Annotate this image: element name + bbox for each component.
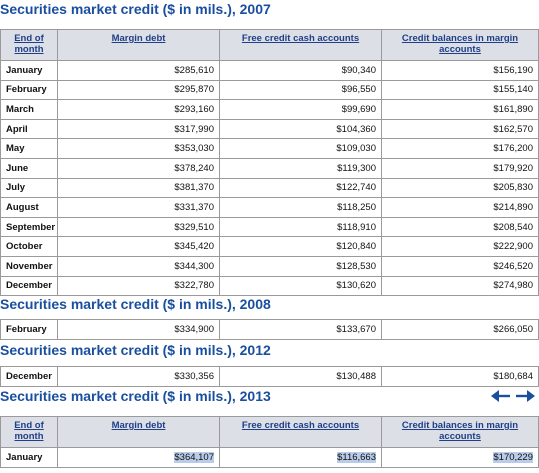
margin-debt-cell: $345,420 [57,236,220,257]
credit-balance-cell: $162,570 [381,118,539,140]
credit-balance-cell: $156,190 [381,60,539,81]
month-cell: October [0,236,58,257]
free-credit-cell: $118,910 [219,216,382,238]
margin-debt-cell: $329,510 [57,216,220,238]
credit-balance-cell: $205,830 [381,177,539,199]
credit-balance-cell: $176,200 [381,138,539,159]
month-cell: March [0,99,58,120]
credit-balance-cell: $155,140 [381,79,539,101]
section-title-2008: Securities market credit ($ in mils.), 2… [0,296,271,312]
month-cell: August [0,197,58,218]
table-2013: End of month Margin debt Free credit cas… [0,416,539,468]
table-row: January $285,610 $90,340 $156,190 [0,60,539,81]
free-credit-cell: $90,340 [219,60,382,81]
free-credit-cell: $122,740 [219,177,382,199]
header-margin-debt[interactable]: Margin debt [57,416,220,448]
margin-debt-cell: $378,240 [57,157,220,179]
margin-debt-cell: $364,107 [57,447,220,468]
credit-balance-cell: $161,890 [381,99,539,120]
table-row: September $329,510 $118,910 $208,540 [0,216,539,238]
free-credit-cell: $119,300 [219,157,382,179]
section-title-2007: Securities market credit ($ in mils.), 2… [0,1,271,17]
credit-balance-cell: $246,520 [381,255,539,277]
table-row: December $322,780 $130,620 $274,980 [0,275,539,297]
table-row: August $331,370 $118,250 $214,890 [0,197,539,218]
margin-debt-cell: $295,870 [57,79,220,101]
table-2012: December $330,356 $130,488 $180,684 [0,366,539,387]
month-cell: February [0,319,58,340]
header-end-of-month[interactable]: End of month [0,416,58,448]
credit-balance-cell: $214,890 [381,197,539,218]
margin-debt-cell: $317,990 [57,118,220,140]
month-cell: January [0,60,58,81]
margin-debt-cell: $334,900 [57,319,220,340]
table-row: October $345,420 $120,840 $222,900 [0,236,539,257]
month-cell: September [0,216,58,238]
selected-value[interactable]: $116,663 [337,451,376,463]
credit-balance-cell: $170,229 [381,447,539,468]
month-cell: December [0,275,58,297]
table-row: June $378,240 $119,300 $179,920 [0,157,539,179]
margin-debt-cell: $322,780 [57,275,220,297]
selected-value[interactable]: $364,107 [174,451,214,463]
credit-balance-cell: $222,900 [381,236,539,257]
free-credit-cell: $120,840 [219,236,382,257]
margin-debt-cell: $331,370 [57,197,220,218]
free-credit-cell: $128,530 [219,255,382,277]
credit-balance-cell: $208,540 [381,216,539,238]
header-margin-debt[interactable]: Margin debt [57,29,220,61]
arrow-left-icon[interactable] [491,388,511,404]
margin-debt-cell: $330,356 [57,366,220,387]
section-title-2013: Securities market credit ($ in mils.), 2… [0,388,271,404]
free-credit-cell: $130,620 [219,275,382,297]
free-credit-cell: $96,550 [219,79,382,101]
table-row: February $334,900 $133,670 $266,050 [0,319,539,340]
free-credit-cell: $116,663 [219,447,382,468]
scroll-arrows [491,388,535,404]
margin-debt-cell: $344,300 [57,255,220,277]
arrow-right-icon[interactable] [515,388,535,404]
header-credit-balances[interactable]: Credit balances in margin accounts [381,29,539,61]
table-row: March $293,160 $99,690 $161,890 [0,99,539,120]
header-free-credit[interactable]: Free credit cash accounts [219,29,382,61]
table-2007: End of month Margin debt Free credit cas… [0,29,539,297]
header-credit-balances[interactable]: Credit balances in margin accounts [381,416,539,448]
margin-debt-cell: $285,610 [57,60,220,81]
header-end-of-month[interactable]: End of month [0,29,58,61]
table-row: November $344,300 $128,530 $246,520 [0,255,539,277]
free-credit-cell: $104,360 [219,118,382,140]
free-credit-cell: $118,250 [219,197,382,218]
month-cell: November [0,255,58,277]
margin-debt-cell: $381,370 [57,177,220,199]
table-row: January $364,107 $116,663 $170,229 [0,447,539,468]
header-free-credit[interactable]: Free credit cash accounts [219,416,382,448]
margin-debt-cell: $353,030 [57,138,220,159]
month-cell: May [0,138,58,159]
month-cell: April [0,118,58,140]
credit-balance-cell: $179,920 [381,157,539,179]
free-credit-cell: $130,488 [219,366,382,387]
month-cell: December [0,366,58,387]
credit-balance-cell: $180,684 [381,366,539,387]
table-row: May $353,030 $109,030 $176,200 [0,138,539,159]
section-title-2012: Securities market credit ($ in mils.), 2… [0,342,271,358]
free-credit-cell: $109,030 [219,138,382,159]
selected-value[interactable]: $170,229 [493,451,533,463]
free-credit-cell: $133,670 [219,319,382,340]
table-row: December $330,356 $130,488 $180,684 [0,366,539,387]
free-credit-cell: $99,690 [219,99,382,120]
table-row: July $381,370 $122,740 $205,830 [0,177,539,199]
month-cell: July [0,177,58,199]
table-row: February $295,870 $96,550 $155,140 [0,79,539,101]
credit-balance-cell: $266,050 [381,319,539,340]
month-cell: June [0,157,58,179]
table-2008: February $334,900 $133,670 $266,050 [0,319,539,340]
margin-debt-cell: $293,160 [57,99,220,120]
table-row: April $317,990 $104,360 $162,570 [0,118,539,140]
month-cell: February [0,79,58,101]
credit-balance-cell: $274,980 [381,275,539,297]
month-cell: January [0,447,58,468]
